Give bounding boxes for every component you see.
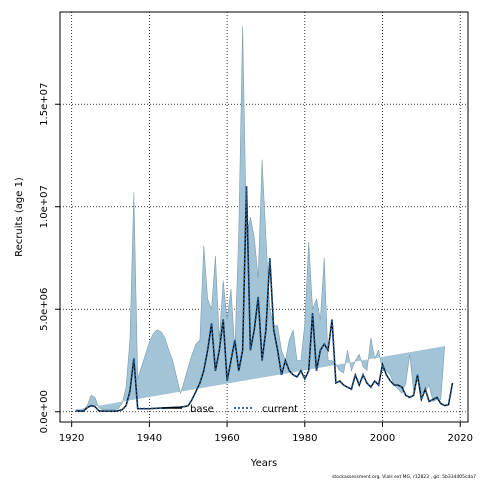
x-tick-label-1980: 1980 xyxy=(292,433,317,444)
y-axis: 0.0e+00 5.0e+06 1.0e+07 1.5e+07 xyxy=(39,83,60,433)
legend-label-current: current xyxy=(262,404,298,415)
x-tick-label-1960: 1960 xyxy=(214,433,239,444)
x-tick-label-2020: 2020 xyxy=(448,433,473,444)
series-lines xyxy=(75,186,454,413)
legend: base current xyxy=(162,404,298,415)
series-line-base xyxy=(75,186,454,412)
y-tick-label-1: 5.0e+06 xyxy=(39,288,50,331)
y-tick-label-3: 1.5e+07 xyxy=(39,83,50,126)
legend-label-base: base xyxy=(190,404,214,415)
x-axis: 1920 1940 1960 1980 2000 2020 xyxy=(59,422,473,444)
x-tick-label-2000: 2000 xyxy=(370,433,395,444)
y-axis-title: Recruits (age 1) xyxy=(14,177,25,257)
x-axis-title: Years xyxy=(250,458,277,469)
x-tick-label-1940: 1940 xyxy=(137,433,162,444)
y-tick-label-2: 1.0e+07 xyxy=(39,185,50,228)
y-tick-label-0: 0.0e+00 xyxy=(39,390,50,433)
footer-provenance-text: stockassessment.org, ViaH ext MG, r12823… xyxy=(332,474,476,480)
x-tick-label-1920: 1920 xyxy=(59,433,84,444)
plot-frame xyxy=(59,11,469,423)
